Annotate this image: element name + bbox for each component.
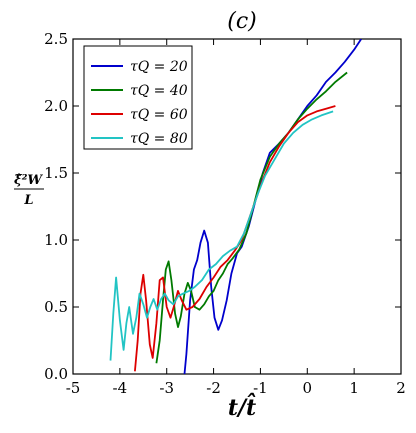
x-tick-label: -5 bbox=[66, 379, 81, 397]
y-axis-label: ξ̂²W L bbox=[14, 173, 44, 208]
plot-area bbox=[72, 38, 402, 375]
series-line-3 bbox=[134, 105, 336, 372]
y-tick-label: 0.0 bbox=[44, 365, 68, 383]
y-tick-label: 1.0 bbox=[44, 231, 68, 249]
x-tick-label: -2 bbox=[206, 379, 221, 397]
legend-label-2: τQ = 40 bbox=[130, 83, 188, 99]
y-tick-label: 2.5 bbox=[44, 30, 68, 48]
y-axis: 0.0 0.5 1.0 1.5 2.0 2.5 bbox=[44, 30, 401, 383]
y-tick-label: 0.5 bbox=[44, 298, 68, 316]
series-line-1 bbox=[183, 39, 362, 374]
x-axis-label: t/t̂ bbox=[228, 393, 256, 421]
y-tick-label: 1.5 bbox=[44, 164, 68, 182]
x-tick-label: -3 bbox=[159, 379, 174, 397]
x-tick-label: -4 bbox=[113, 379, 128, 397]
legend-label-1: τQ = 20 bbox=[130, 59, 188, 75]
plot-border bbox=[72, 38, 402, 375]
y-tick-label: 2.0 bbox=[44, 97, 68, 115]
x-tick-label: 2 bbox=[396, 379, 406, 397]
legend-label-3: τQ = 60 bbox=[130, 107, 188, 123]
series-line-4 bbox=[109, 110, 334, 361]
chart-title: (c) bbox=[227, 9, 257, 34]
legend-label-4: τQ = 80 bbox=[130, 131, 188, 147]
y-axis-label-denominator: L bbox=[23, 193, 33, 208]
series-layer bbox=[109, 39, 362, 374]
x-tick-label: -1 bbox=[253, 379, 268, 397]
x-tick-label: 0 bbox=[303, 379, 313, 397]
legend: τQ = 20 τQ = 40 τQ = 60 τQ = 80 bbox=[83, 45, 193, 150]
y-axis-label-numerator: ξ̂²W bbox=[14, 173, 43, 188]
legend-box bbox=[83, 45, 193, 150]
x-axis: -5 -4 -3 -2 -1 0 1 2 bbox=[66, 39, 406, 397]
x-tick-label: 1 bbox=[349, 379, 359, 397]
